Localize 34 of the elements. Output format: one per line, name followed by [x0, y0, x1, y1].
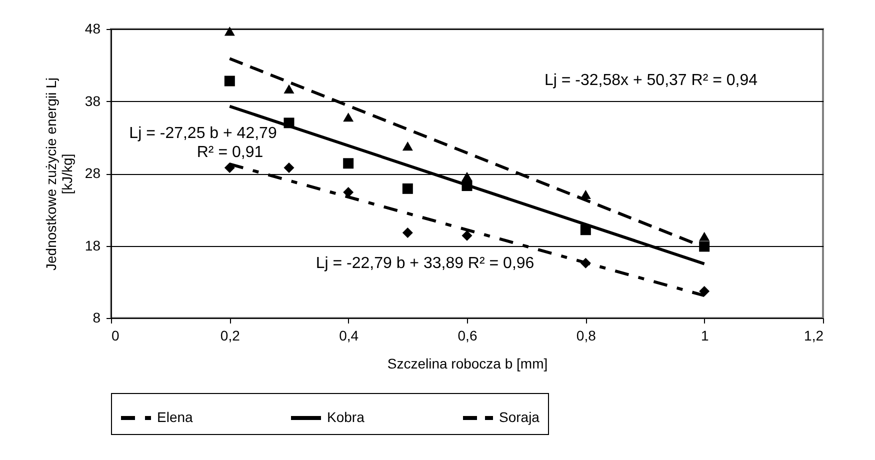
x-tick-label: 1,2 — [804, 328, 824, 344]
y-axis-title: Jednostkowe zużycie energii Lj [kJ/kg] — [42, 78, 75, 270]
point — [462, 230, 472, 241]
y-tick-label: 28 — [84, 165, 101, 181]
y-tick-label: 38 — [84, 92, 101, 109]
x-tick-label: 0 — [112, 328, 120, 344]
x-tick-label: 1 — [700, 328, 709, 344]
point — [699, 232, 710, 241]
annotation: Lj = -22,79 b + 33,89 R² = 0,96 — [316, 255, 534, 272]
point — [343, 158, 354, 169]
point — [224, 26, 235, 36]
point — [402, 142, 413, 151]
y-tick-label: 48 — [84, 20, 101, 36]
annotation: R² = 0,91 — [196, 144, 264, 161]
x-tick-label: 0,6 — [458, 328, 478, 344]
point — [402, 228, 413, 238]
point — [462, 172, 472, 181]
legend-label: Kobra — [327, 409, 365, 425]
x-tick-label: 0,8 — [576, 328, 596, 344]
y-tick-label: 8 — [92, 310, 101, 326]
y-tick-label: 18 — [84, 237, 101, 254]
x-tick-label: 0,4 — [339, 328, 359, 344]
annotation: Lj = -32,58x + 50,37 R² = 0,94 — [544, 72, 758, 89]
legend-label: Elena — [157, 409, 194, 425]
point — [224, 76, 235, 86]
point — [284, 162, 294, 173]
point — [402, 183, 413, 194]
x-tick-label: 0,2 — [220, 328, 240, 344]
point — [284, 84, 294, 94]
point — [699, 286, 710, 297]
point — [343, 112, 354, 122]
legend-label: Soraja — [499, 409, 540, 425]
x-axis-title: Szczelina robocza b [mm] — [387, 356, 548, 372]
annotation: Lj = -27,25 b + 42,79 — [129, 125, 277, 142]
